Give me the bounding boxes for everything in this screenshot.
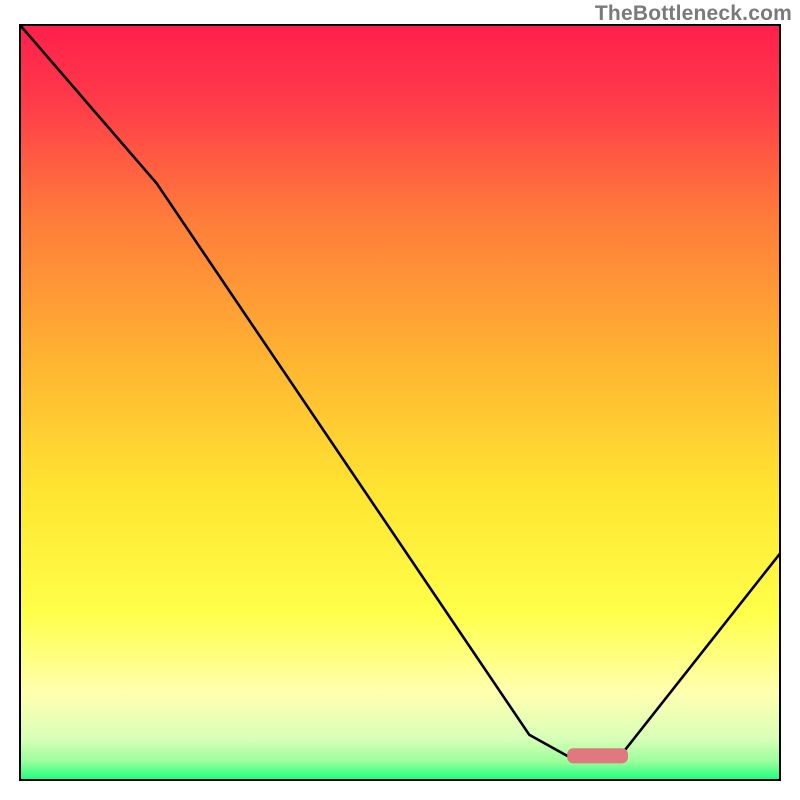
chart-root: TheBottleneck.com: [0, 0, 800, 800]
watermark-label: TheBottleneck.com: [595, 2, 792, 26]
plot-background: [20, 25, 780, 780]
bottleneck-chart: [0, 0, 800, 800]
optimal-marker: [567, 748, 628, 763]
